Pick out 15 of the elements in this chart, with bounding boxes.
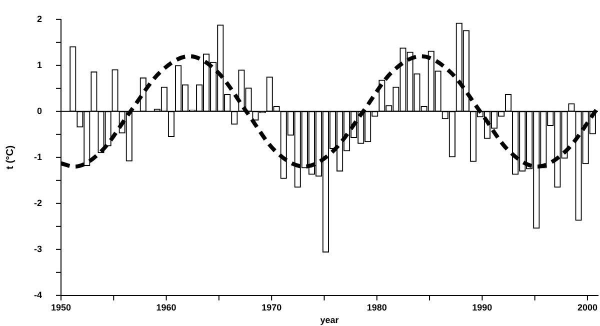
y-tick-label: -2 — [34, 198, 42, 208]
y-tick-label: -3 — [34, 244, 42, 254]
y-tick-label: -1 — [34, 152, 42, 162]
y-tick-label: 2 — [36, 14, 42, 24]
y-tick-label: 1 — [36, 60, 42, 70]
x-tick-label: 1960 — [156, 302, 176, 312]
x-tick-label: 2000 — [577, 302, 598, 312]
x-tick-label: 1970 — [262, 302, 282, 312]
y-axis-title: t (°C) — [4, 145, 16, 170]
y-tick-label: -4 — [34, 290, 42, 300]
y-tick-label: 0 — [36, 106, 42, 116]
x-axis-title: year — [320, 315, 340, 326]
x-tick-label: 1980 — [366, 302, 387, 312]
x-tick-label: 1950 — [50, 302, 72, 312]
x-tick-label: 1990 — [472, 302, 492, 312]
